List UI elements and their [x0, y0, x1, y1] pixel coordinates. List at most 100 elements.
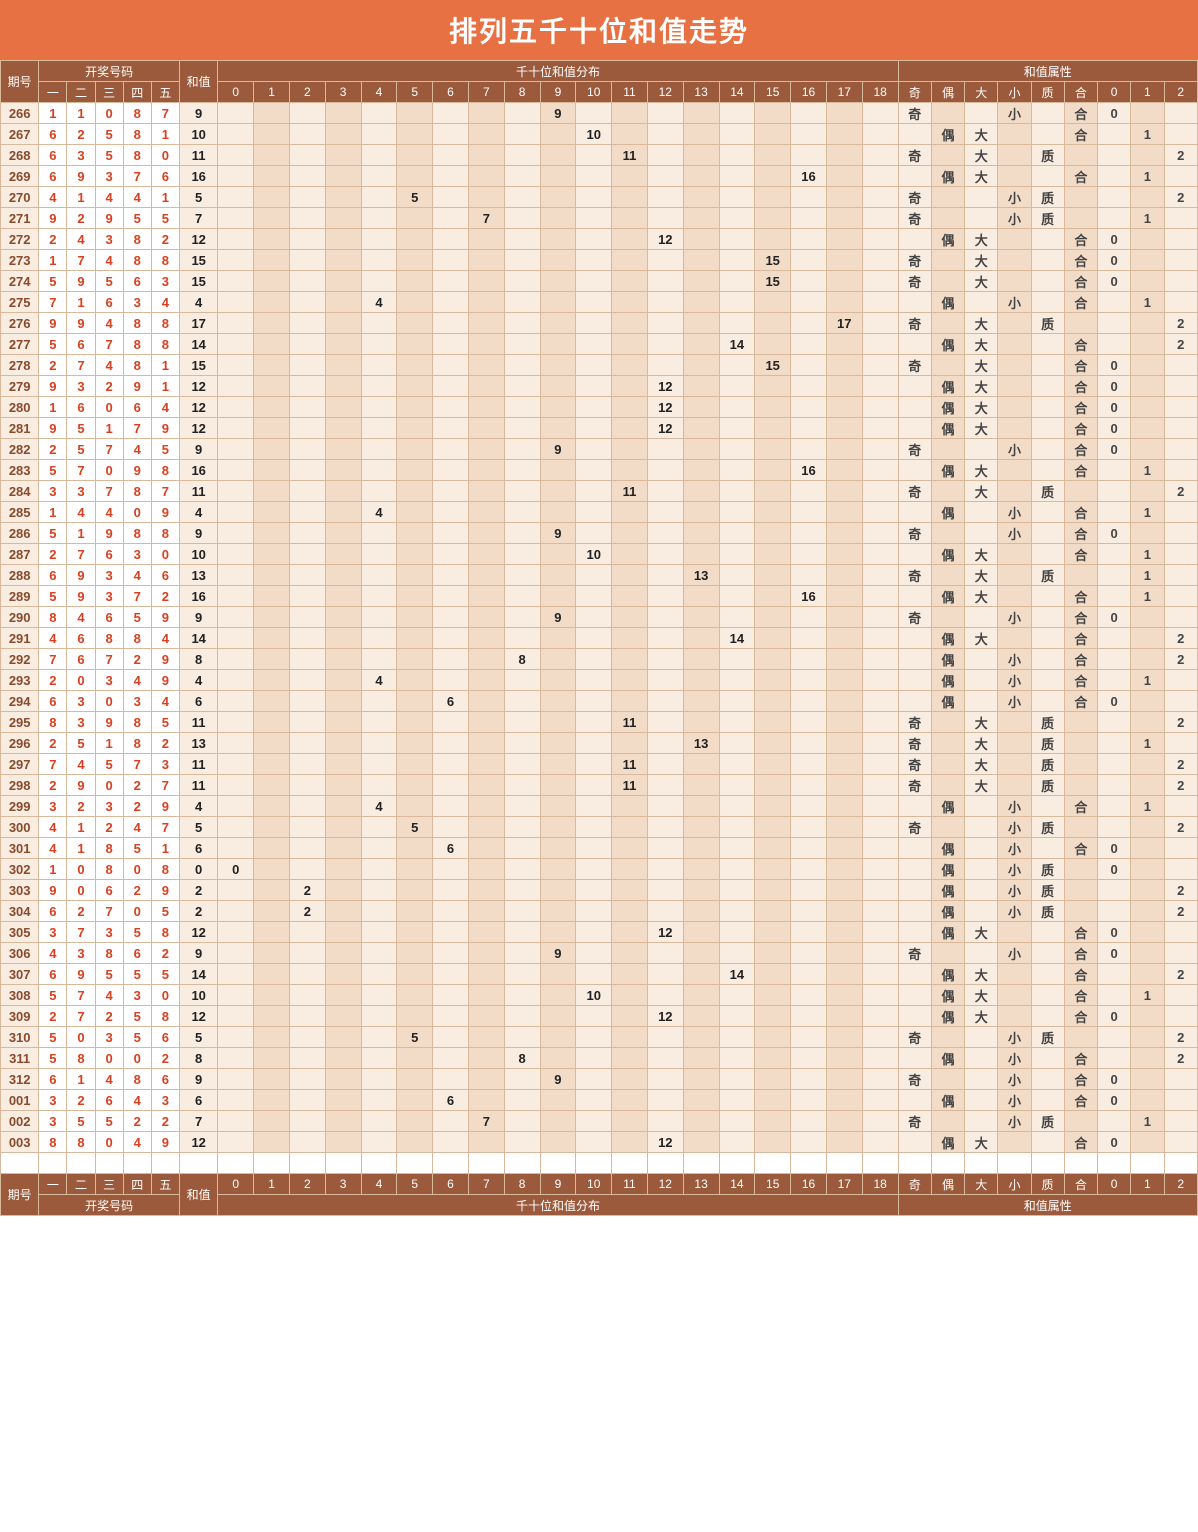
cell-dist: [433, 796, 469, 817]
cell-dist: [755, 691, 791, 712]
cell-dist: [576, 859, 612, 880]
cell-attr: [998, 271, 1031, 292]
cell-dist: [218, 922, 254, 943]
cell-num: 9: [67, 271, 95, 292]
cell-dist: [433, 754, 469, 775]
cell-dist: [468, 1027, 504, 1048]
cell-dist: 11: [612, 754, 648, 775]
cell-dist: [361, 1006, 397, 1027]
cell-dist: [719, 733, 755, 754]
cell-dist: [683, 397, 719, 418]
cell-dist: [397, 628, 433, 649]
cell-dist: [576, 1090, 612, 1111]
cell-attr: [931, 145, 964, 166]
cell-dist: [433, 355, 469, 376]
blank-cell: [123, 1153, 151, 1174]
cell-dist: [254, 124, 290, 145]
cell-num: 0: [67, 1027, 95, 1048]
cell-num: 4: [95, 250, 123, 271]
cell-dist: [647, 1069, 683, 1090]
cell-sum: 4: [180, 292, 218, 313]
cell-num: 0: [67, 859, 95, 880]
cell-dist: [361, 943, 397, 964]
cell-num: 1: [151, 124, 179, 145]
data-row: 3105035655奇小质2: [1, 1027, 1198, 1048]
cell-num: 4: [123, 670, 151, 691]
cell-period: 292: [1, 649, 39, 670]
cell-dist: [504, 460, 540, 481]
cell-dist: [647, 1111, 683, 1132]
cell-dist: [647, 523, 683, 544]
cell-dist: [862, 754, 898, 775]
cell-dist: [719, 292, 755, 313]
header-attr: 1: [1131, 82, 1164, 103]
cell-dist: [719, 586, 755, 607]
cell-dist: [826, 250, 862, 271]
cell-dist: [289, 481, 325, 502]
cell-attr: 偶: [931, 670, 964, 691]
cell-num: 2: [39, 775, 67, 796]
cell-dist: [862, 880, 898, 901]
cell-dist: 6: [433, 1090, 469, 1111]
cell-attr: [998, 964, 1031, 985]
cell-dist: [826, 103, 862, 124]
cell-dist: [755, 985, 791, 1006]
cell-dist: [289, 586, 325, 607]
cell-dist: [540, 628, 576, 649]
cell-dist: [468, 712, 504, 733]
cell-attr: 2: [1164, 775, 1198, 796]
cell-dist: [647, 943, 683, 964]
cell-dist: [719, 754, 755, 775]
footer-dist: 4: [361, 1174, 397, 1195]
cell-attr: [1031, 418, 1064, 439]
cell-dist: [791, 1027, 827, 1048]
footer-num: 二: [67, 1174, 95, 1195]
cell-attr: 偶: [931, 901, 964, 922]
cell-dist: [576, 880, 612, 901]
cell-dist: [361, 145, 397, 166]
cell-dist: [791, 775, 827, 796]
cell-dist: [862, 733, 898, 754]
cell-attr: [1098, 712, 1131, 733]
blank-cell: [755, 1153, 791, 1174]
cell-attr: 质: [1031, 1111, 1064, 1132]
cell-dist: [612, 124, 648, 145]
cell-attr: 大: [965, 355, 998, 376]
cell-dist: [254, 334, 290, 355]
cell-sum: 6: [180, 691, 218, 712]
cell-attr: 奇: [898, 481, 931, 502]
cell-attr: 1: [1131, 502, 1164, 523]
data-row: 3064386299奇小合0: [1, 943, 1198, 964]
cell-dist: [540, 670, 576, 691]
cell-dist: [397, 859, 433, 880]
cell-attr: [931, 481, 964, 502]
cell-dist: [755, 565, 791, 586]
cell-dist: [397, 880, 433, 901]
cell-dist: [719, 208, 755, 229]
cell-dist: [862, 208, 898, 229]
cell-attr: 1: [1131, 292, 1164, 313]
cell-dist: [612, 1048, 648, 1069]
cell-dist: [791, 670, 827, 691]
cell-num: 4: [95, 502, 123, 523]
cell-dist: [862, 670, 898, 691]
cell-attr: 0: [1098, 376, 1131, 397]
cell-dist: [862, 838, 898, 859]
cell-dist: [862, 397, 898, 418]
cell-dist: [612, 1069, 648, 1090]
cell-dist: 8: [504, 649, 540, 670]
cell-dist: [397, 418, 433, 439]
cell-dist: [862, 313, 898, 334]
header-dist: 4: [361, 82, 397, 103]
cell-dist: [791, 1006, 827, 1027]
cell-dist: [755, 922, 791, 943]
cell-dist: [289, 733, 325, 754]
cell-num: 4: [39, 817, 67, 838]
cell-num: 5: [123, 964, 151, 985]
cell-sum: 17: [180, 313, 218, 334]
cell-attr: 小: [998, 817, 1031, 838]
cell-attr: 偶: [931, 334, 964, 355]
cell-num: 5: [95, 1111, 123, 1132]
cell-num: 7: [95, 481, 123, 502]
cell-attr: 奇: [898, 313, 931, 334]
